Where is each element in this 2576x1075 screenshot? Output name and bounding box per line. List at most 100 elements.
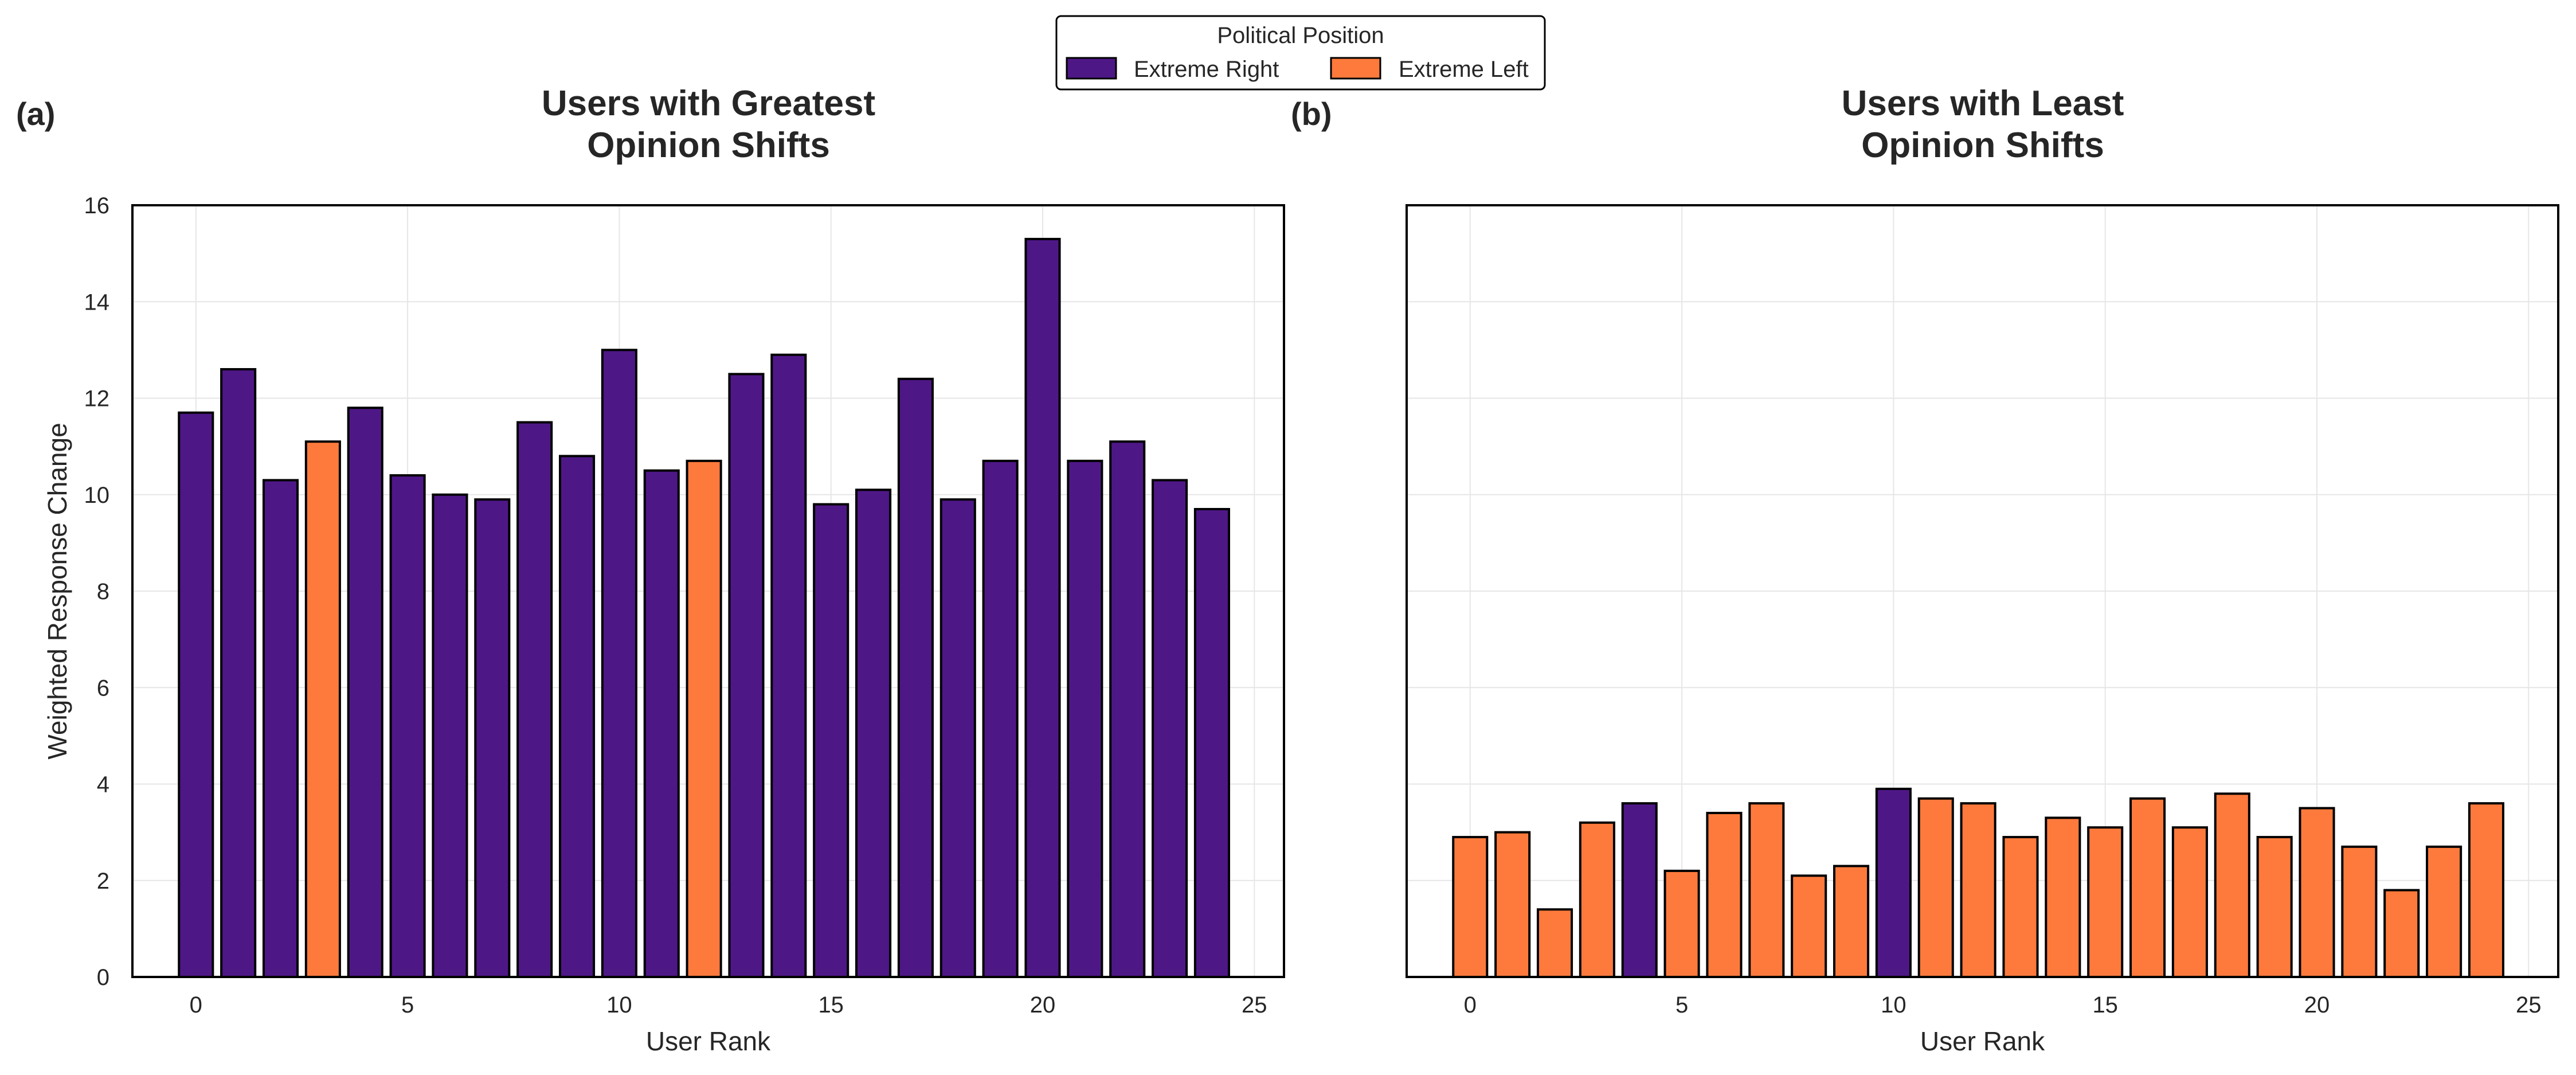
- title-line: Opinion Shifts: [1861, 126, 2104, 165]
- bar-right: [558, 455, 596, 978]
- bar-right: [220, 368, 257, 978]
- panel-label: (b): [1291, 96, 1332, 132]
- legend: Political Position Extreme Right Extreme…: [1055, 15, 1546, 91]
- bar-left: [2426, 845, 2463, 979]
- x-tick-label: 0: [1464, 992, 1477, 1018]
- legend-box: [1055, 15, 1546, 91]
- bar-left: [1494, 831, 1531, 978]
- x-tick-label: 5: [1675, 992, 1688, 1018]
- bar-left: [1706, 811, 1743, 978]
- y-tick-label: 12: [84, 386, 110, 412]
- bar-left: [1579, 821, 1615, 979]
- bars: [178, 237, 1230, 979]
- y-tick-label: 6: [97, 675, 109, 701]
- bar-right: [474, 498, 511, 978]
- x-axis-label: User Rank: [1920, 1026, 2045, 1056]
- legend-title: Political Position: [1217, 23, 1384, 48]
- bar-left: [1663, 869, 1700, 979]
- bar-left: [1536, 908, 1573, 978]
- panel-title: Users with Least Opinion Shifts: [1842, 84, 2124, 165]
- legend-swatch: [1066, 57, 1117, 80]
- bar-left: [2299, 807, 2335, 978]
- x-tick-labels: 0 5 10 15 20 25: [1464, 992, 2542, 1018]
- bar-right: [601, 349, 637, 978]
- x-tick-label: 25: [1242, 992, 1267, 1018]
- y-tick-label: 0: [97, 965, 109, 990]
- bar-right: [939, 498, 976, 978]
- bar-right: [897, 377, 934, 978]
- bar-left: [2087, 826, 2124, 979]
- y-axis-label: Weighted Response Change: [42, 423, 72, 759]
- bar-right: [1024, 237, 1061, 979]
- bar-left: [2383, 889, 2420, 978]
- x-tick-label: 5: [401, 992, 414, 1018]
- bar-left: [2341, 845, 2378, 979]
- bars: [1452, 787, 2504, 979]
- x-tick-label: 15: [2092, 992, 2118, 1018]
- bar-right: [1621, 802, 1658, 979]
- x-tick-label: 20: [2304, 992, 2330, 1018]
- plot-frame: [131, 204, 1285, 978]
- panel-label: (a): [16, 96, 55, 132]
- bar-left: [1833, 865, 1870, 978]
- bar-right: [1875, 787, 1912, 978]
- x-tick-label: 10: [1881, 992, 1906, 1018]
- bar-right: [262, 479, 299, 978]
- bar-right: [728, 373, 765, 978]
- bar-right: [516, 421, 553, 978]
- bar-left: [2214, 792, 2250, 978]
- title-line: Opinion Shifts: [587, 126, 830, 165]
- y-tick-label: 14: [84, 290, 110, 315]
- x-tick-label: 20: [1030, 992, 1056, 1018]
- x-tick-labels: 0 5 10 15 20 25: [190, 992, 1267, 1018]
- bar-right: [1152, 479, 1188, 978]
- bar-right: [982, 459, 1019, 978]
- panel-b: (b) Users with Least Opinion Shifts 0 5 10 1…: [1291, 84, 2559, 1056]
- bar-right: [1193, 507, 1230, 978]
- y-tick-label: 4: [97, 772, 109, 798]
- bar-right: [347, 406, 383, 978]
- legend-label: Extreme Right: [1134, 57, 1279, 82]
- y-tick-label: 16: [84, 193, 110, 218]
- bar-right: [389, 474, 426, 978]
- bar-right: [1067, 459, 1103, 978]
- bar-right: [813, 503, 849, 978]
- x-tick-label: 25: [2516, 992, 2542, 1018]
- legend-entry-extreme-left: Extreme Left: [1330, 57, 1529, 82]
- bar-left: [2468, 802, 2504, 979]
- panel-title: Users with Greatest Opinion Shifts: [542, 84, 875, 165]
- bar-left: [2256, 836, 2293, 978]
- bar-left: [2002, 836, 2039, 978]
- bar-left: [1452, 836, 1489, 978]
- legend-label: Extreme Left: [1399, 57, 1529, 82]
- title-line: Users with Least: [1842, 84, 2124, 123]
- x-tick-label: 0: [190, 992, 202, 1018]
- bar-right: [770, 353, 807, 978]
- bar-left: [1917, 797, 1954, 979]
- bar-left: [686, 459, 722, 978]
- legend-swatch: [1330, 57, 1381, 80]
- x-tick-label: 15: [818, 992, 844, 1018]
- panel-a: (a) Users with Greatest Opinion Shifts 0 5…: [16, 84, 1285, 1056]
- bar-right: [1109, 440, 1146, 978]
- bar-left: [304, 440, 341, 978]
- y-tick-label: 8: [97, 579, 109, 604]
- y-tick-labels: 0 2 4 6 8 10 12 14 16: [84, 193, 110, 990]
- bar-right: [643, 469, 680, 978]
- bar-left: [2045, 816, 2081, 978]
- x-tick-label: 10: [606, 992, 632, 1018]
- x-axis-label: User Rank: [646, 1026, 771, 1056]
- legend-entry-extreme-right: Extreme Right: [1066, 57, 1279, 82]
- y-tick-label: 2: [97, 869, 109, 894]
- bar-right: [178, 411, 214, 978]
- bar-left: [1960, 802, 1996, 979]
- plot-frame: [1406, 204, 2559, 978]
- bar-left: [2129, 797, 2166, 979]
- y-tick-label: 10: [84, 483, 110, 508]
- bar-left: [2171, 826, 2208, 979]
- bar-left: [1748, 802, 1785, 979]
- bar-right: [432, 493, 468, 978]
- bar-left: [1791, 874, 1827, 979]
- bar-right: [855, 488, 892, 978]
